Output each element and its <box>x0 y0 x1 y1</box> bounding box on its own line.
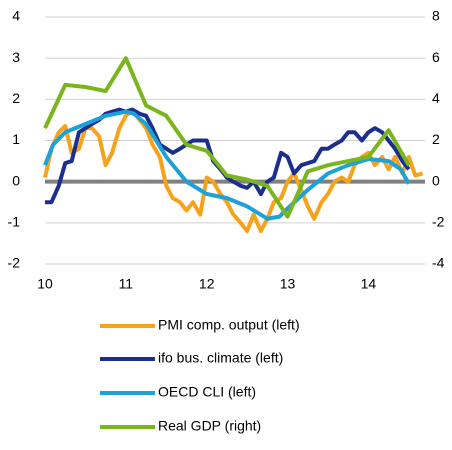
y2-tick-label: 2 <box>432 131 440 147</box>
series-line <box>45 107 411 205</box>
legend-label: ifo bus. climate (left) <box>158 350 283 366</box>
y-tick-label: -2 <box>8 255 21 271</box>
series-line <box>43 107 424 234</box>
y2-tick-label: 8 <box>432 8 440 24</box>
y-tick-label: -1 <box>8 214 21 230</box>
x-tick-label: 12 <box>199 276 215 292</box>
x-tick-label: 14 <box>361 276 377 292</box>
y2-tick-label: 0 <box>432 172 440 188</box>
y-tick-label: 3 <box>12 49 20 65</box>
x-tick-label: 10 <box>37 276 53 292</box>
y-tick-label: 1 <box>12 131 20 147</box>
series-line <box>43 56 411 219</box>
legend-label: OECD CLI (left) <box>158 384 256 400</box>
series-line <box>43 109 411 221</box>
y-tick-label: 2 <box>12 90 20 106</box>
y2-tick-label: 6 <box>432 49 440 65</box>
legend-label: PMI comp. output (left) <box>158 317 300 333</box>
y-tick-label: 0 <box>12 172 20 188</box>
y2-tick-label: 4 <box>432 90 440 106</box>
y2-tick-label: -2 <box>432 214 445 230</box>
y-tick-label: 4 <box>12 8 20 24</box>
legend-label: Real GDP (right) <box>158 418 261 434</box>
x-tick-label: 11 <box>119 276 134 292</box>
y2-tick-label: -4 <box>432 255 445 271</box>
x-tick-label: 13 <box>280 276 296 292</box>
